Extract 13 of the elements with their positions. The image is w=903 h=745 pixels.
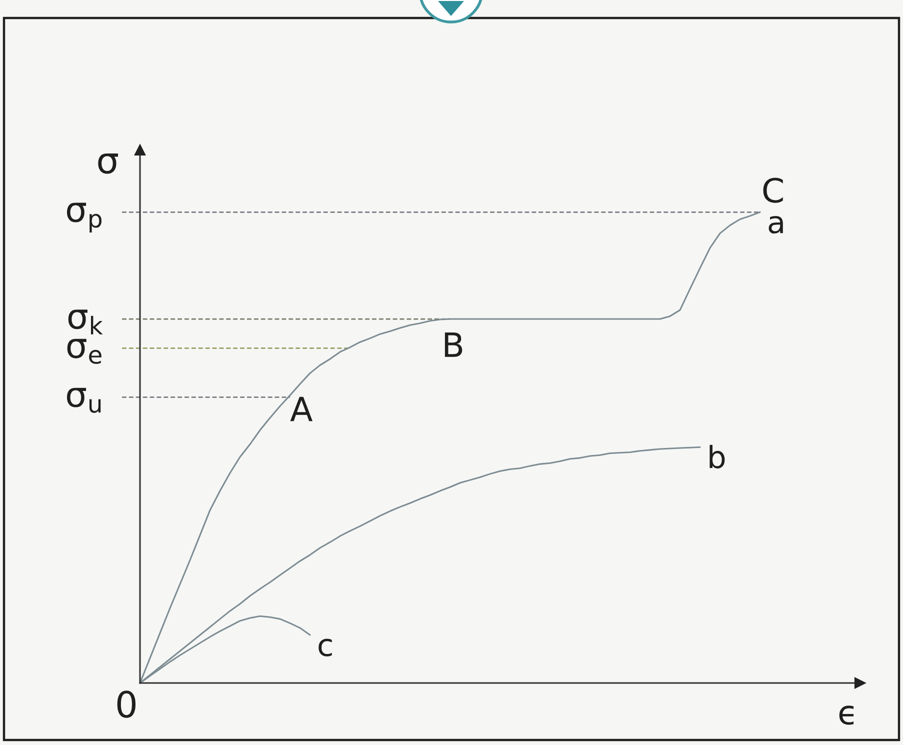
series-label: c <box>318 638 332 656</box>
y-axis-title: σ <box>98 154 118 174</box>
series-label: b <box>710 444 725 468</box>
annotation: B <box>444 332 462 357</box>
series-label: a <box>768 216 783 234</box>
ref-line-label: σ$_{p}$ <box>66 202 102 233</box>
ref-line-label: σ$_{k}$ <box>68 310 103 334</box>
ref-line-label: σ$_{u}$ <box>66 388 101 413</box>
annotation: A <box>290 396 313 422</box>
text: 0 <box>117 690 136 718</box>
text: C <box>763 178 783 203</box>
x-axis-title: ϵ <box>839 706 854 725</box>
ref-line-label: σ$_{e}$ <box>67 338 102 364</box>
